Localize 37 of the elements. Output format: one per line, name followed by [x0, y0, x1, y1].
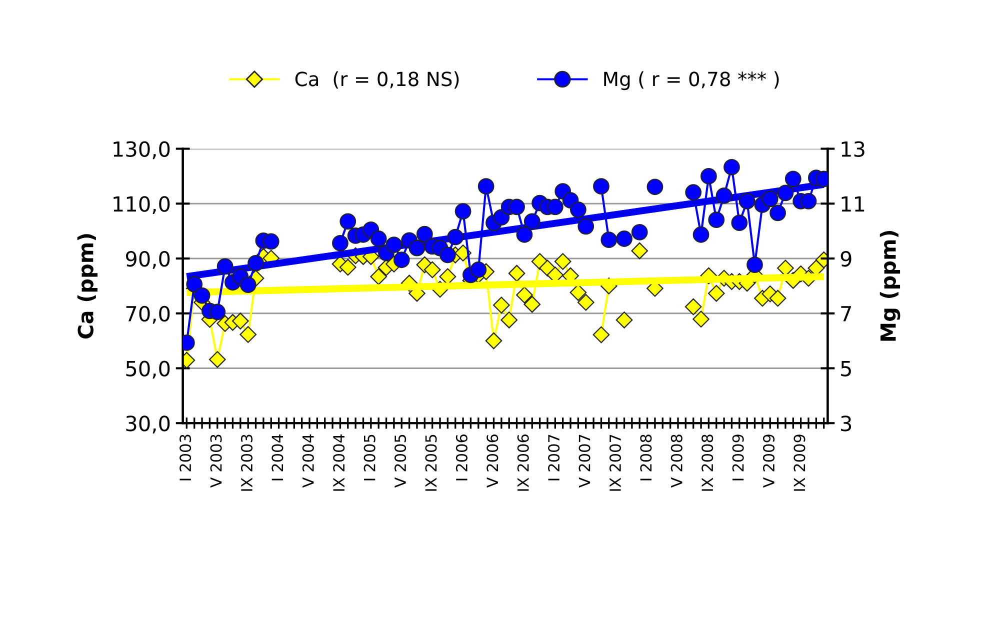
y2-tick-label: 5 — [841, 360, 851, 376]
x-tick-label: V 2003 — [210, 434, 222, 488]
x-tick-label: I 2007 — [548, 434, 560, 480]
x-tick-label: V 2004 — [302, 434, 314, 488]
legend-label: Ca (r = 0,18 NS) — [295, 71, 459, 89]
x-tick-label: I 2008 — [640, 434, 652, 480]
y-axis-title: Ca (ppm) — [77, 234, 98, 338]
y-tick-label: 50,0 — [126, 360, 170, 379]
x-tick-label: I 2006 — [456, 434, 468, 480]
x-tick-label: V 2006 — [486, 434, 498, 488]
y-tick-label: 70,0 — [126, 306, 170, 324]
x-tick-label: V 2007 — [578, 434, 590, 488]
x-tick-label: V 2009 — [762, 434, 775, 488]
x-tick-label: I 2005 — [364, 434, 376, 480]
x-tick-label: V 2005 — [394, 434, 406, 488]
y2-tick-label: 9 — [840, 250, 852, 267]
y2-tick-label: 11 — [842, 196, 864, 212]
x-tick-label: IX 2009 — [794, 434, 806, 491]
x-tick-label: IX 2004 — [333, 434, 345, 491]
x-tick-label: I 2004 — [272, 434, 284, 480]
x-tick-label: V 2008 — [670, 434, 682, 488]
x-tick-label: IX 2005 — [425, 434, 437, 491]
y-tick-label: 130,0 — [114, 141, 170, 160]
x-tick-label: I 2009 — [732, 434, 744, 480]
y-tick-label: 110,0 — [114, 196, 170, 214]
x-tick-label: IX 2006 — [517, 434, 529, 491]
legend-label: Mg ( r = 0,78 *** ) — [604, 71, 779, 90]
y2-tick-label: 3 — [841, 416, 852, 432]
x-tick-label: IX 2008 — [702, 434, 714, 491]
y2-axis-title: Mg (ppm) — [880, 230, 900, 341]
x-tick-label: I 2003 — [180, 434, 192, 480]
y-tick-label: 30,0 — [126, 416, 170, 434]
x-tick-label: IX 2003 — [240, 434, 253, 491]
y2-tick-label: 7 — [841, 306, 851, 322]
y-tick-label: 90,0 — [126, 250, 170, 269]
x-tick-label: IX 2007 — [609, 434, 622, 491]
y2-tick-label: 13 — [842, 141, 864, 157]
